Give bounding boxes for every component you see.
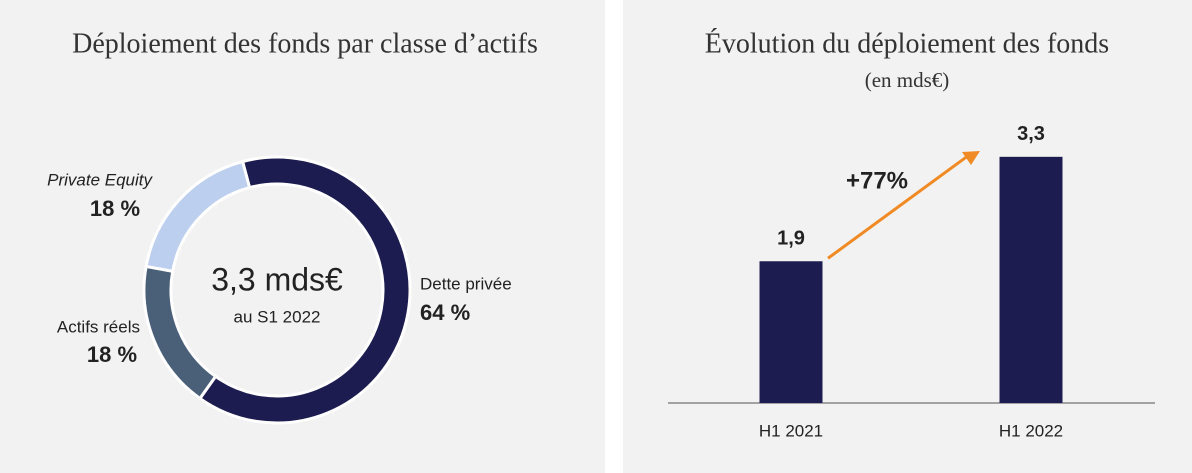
segment-label: Actifs réels: [57, 317, 140, 336]
value-label: 1,9: [777, 228, 805, 250]
x-tick-label: H1 2022: [999, 421, 1063, 440]
x-tick-label: H1 2021: [759, 421, 823, 440]
bar: [999, 156, 1063, 403]
segment-label: Dette privée: [420, 274, 512, 293]
donut-segment: [144, 159, 252, 273]
bar-subtitle: (en mds€): [865, 68, 950, 92]
segment-value: 64 %: [420, 300, 470, 325]
value-label: 3,3: [1017, 123, 1045, 145]
center-text: 3,3 mds€: [211, 261, 343, 297]
donut-title: Déploiement des fonds par classe d’actif…: [72, 28, 538, 59]
arrow-head: [962, 151, 980, 165]
annotation: +77%: [846, 167, 908, 194]
right-panel: [623, 0, 1192, 473]
segment-label: Private Equity: [47, 170, 153, 189]
center-subtext: au S1 2022: [234, 307, 321, 326]
bar-title: Évolution du déploiement des fonds: [705, 28, 1109, 59]
segment-value: 18 %: [87, 342, 137, 367]
growth-arrow: [827, 154, 969, 260]
bar: [759, 261, 823, 403]
segment-value: 18 %: [90, 196, 140, 221]
donut-segment: [197, 155, 412, 425]
